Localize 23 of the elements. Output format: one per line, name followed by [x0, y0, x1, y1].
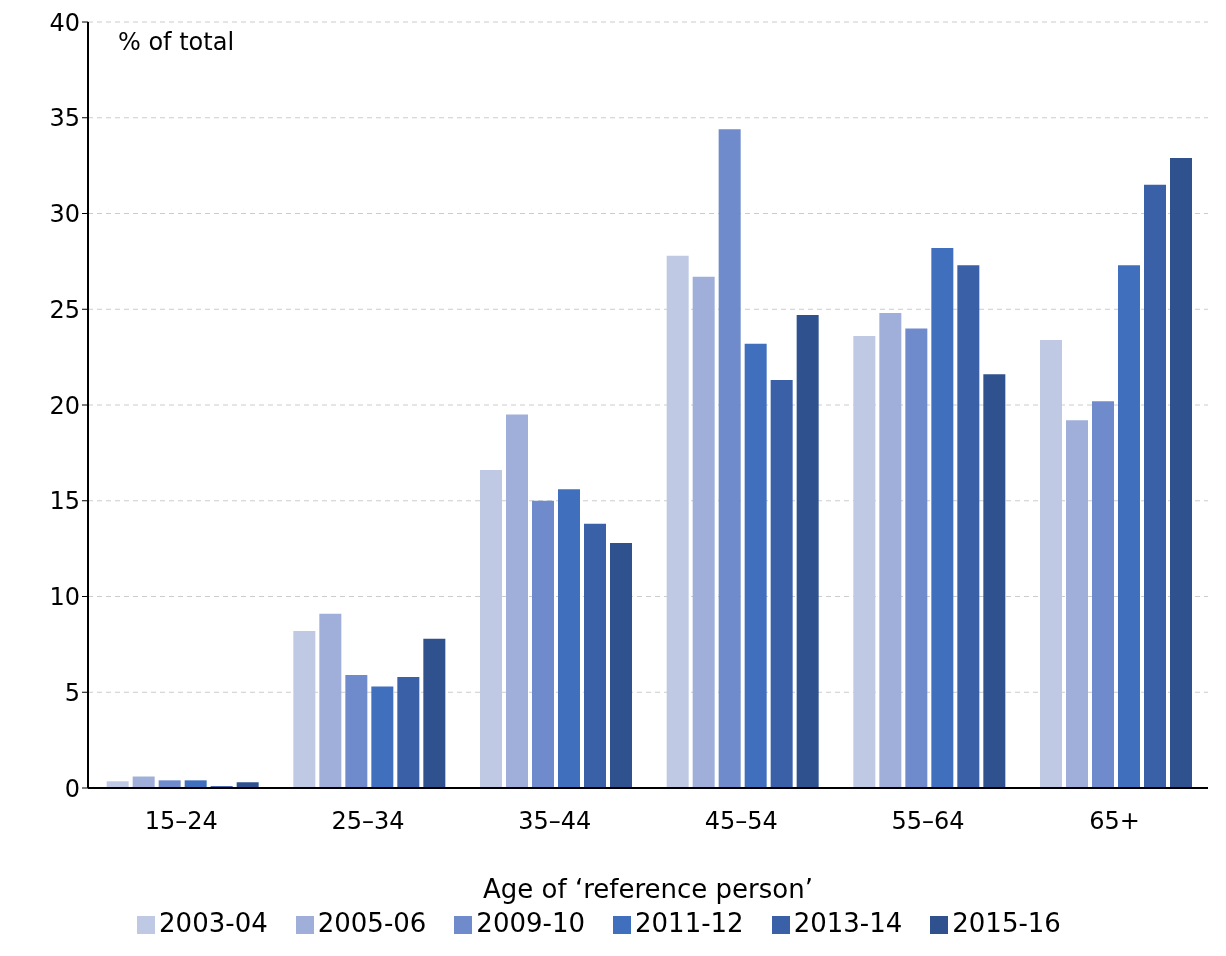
legend-label: 2003-04 [159, 908, 268, 938]
x-tick-label: 65+ [1089, 807, 1140, 836]
y-tick-label: 35 [49, 104, 80, 133]
x-tick-label: 45–54 [704, 807, 778, 836]
y-tick-label: 0 [64, 774, 80, 803]
y-tick-label: 10 [49, 583, 80, 612]
y-tick-label: 5 [64, 678, 80, 707]
x-tick-label: 15–24 [144, 807, 218, 836]
y-tick-label: 15 [49, 487, 80, 516]
y-tick-label: 20 [49, 391, 80, 420]
legend-label: 2015-16 [952, 908, 1061, 938]
x-tick-label: 55–64 [891, 807, 965, 836]
y-axis-title: % of total [118, 28, 235, 56]
legend-label: 2011-12 [635, 908, 744, 938]
y-tick-label: 30 [49, 200, 80, 229]
legend-label: 2013-14 [793, 908, 903, 938]
y-tick-label: 40 [49, 8, 80, 37]
x-axis-title: Age of ‘reference person’ [483, 874, 813, 904]
legend-label: 2009-10 [476, 908, 585, 938]
x-tick-label: 25–34 [331, 807, 405, 836]
y-tick-label: 25 [49, 295, 80, 324]
legend-label: 2005-06 [317, 908, 427, 938]
x-tick-label: 35–44 [518, 807, 592, 836]
